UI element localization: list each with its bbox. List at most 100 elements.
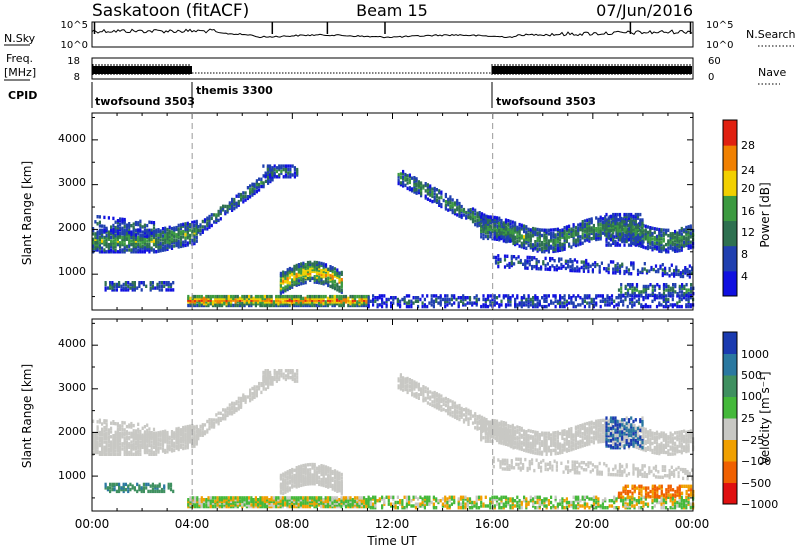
echo-cell: [143, 232, 146, 236]
echo-cell: [182, 434, 185, 438]
echo-cell: [134, 242, 137, 247]
echo-cell: [516, 236, 519, 240]
echo-cell: [96, 440, 99, 444]
echo-cell: [534, 303, 537, 307]
echo-cell: [658, 245, 661, 250]
echo-cell: [520, 297, 523, 302]
echo-cell: [583, 304, 586, 309]
echo-cell: [403, 297, 406, 302]
echo-cell: [105, 440, 108, 444]
echo-cell: [376, 296, 379, 300]
echo-cell: [139, 237, 142, 241]
echo-cell: [320, 296, 323, 301]
echo-cell: [554, 240, 557, 244]
echo-cell: [137, 228, 140, 232]
echo-cell: [480, 438, 483, 442]
echo-cell: [103, 445, 106, 449]
echo-cell: [671, 303, 674, 307]
echo-cell: [258, 184, 261, 189]
echo-cell: [462, 294, 465, 298]
echo-cell: [641, 267, 644, 271]
echo-cell: [576, 260, 579, 264]
echo-cell: [447, 410, 450, 414]
echo-cell: [121, 248, 124, 252]
echo-cell: [255, 394, 258, 398]
echo-cell: [669, 241, 672, 245]
echo-cell: [565, 232, 568, 236]
echo-cell: [287, 374, 290, 378]
echo-cell: [615, 228, 618, 232]
echo-cell: [408, 304, 411, 309]
echo-cell: [572, 223, 575, 227]
echo-cell: [313, 267, 316, 272]
echo-cell: [680, 297, 683, 302]
echo-cell: [484, 430, 487, 435]
echo-cell: [625, 221, 628, 226]
echo-cell: [112, 241, 115, 245]
echo-cell: [678, 240, 681, 244]
echo-cell: [612, 267, 615, 271]
echo-cell: [132, 227, 135, 232]
echo-cell: [302, 277, 305, 282]
echo-cell: [671, 237, 674, 241]
freq-tick-top: 18: [67, 56, 80, 67]
echo-cell: [116, 227, 119, 232]
echo-cell: [385, 299, 388, 303]
echo-cell: [676, 236, 679, 241]
echo-cell: [264, 175, 267, 179]
echo-cell: [486, 224, 490, 228]
echo-cell: [266, 370, 269, 375]
echo-cell: [469, 409, 472, 414]
echo-cell: [605, 268, 608, 273]
echo-cell: [137, 222, 140, 227]
echo-cell: [609, 223, 613, 228]
echo-cell: [155, 442, 158, 446]
echo-cell: [146, 436, 149, 441]
echo-cell: [498, 236, 501, 240]
echo-cell: [329, 275, 332, 280]
echo-cell: [489, 215, 492, 219]
echo-cell: [462, 420, 466, 424]
echo-cell: [222, 413, 225, 417]
echo-cell: [469, 411, 472, 415]
echo-cell: [614, 225, 617, 229]
echo-cell: [420, 188, 423, 192]
echo-cell: [512, 446, 515, 450]
echo-cell: [649, 240, 652, 244]
echo-cell: [514, 228, 517, 232]
echo-cell: [658, 229, 661, 234]
echo-cell: [630, 261, 633, 265]
echo-cell: [590, 237, 593, 241]
echo-cell: [254, 294, 257, 299]
echo-cell: [132, 222, 135, 226]
echo-cell: [295, 267, 298, 271]
echo-cell: [561, 228, 564, 232]
echo-cell: [202, 302, 206, 306]
echo-cell: [486, 437, 490, 442]
echo-cell: [137, 221, 140, 225]
echo-cell: [623, 227, 626, 231]
echo-cell: [210, 213, 213, 217]
echo-cell: [516, 227, 519, 231]
echo-cell: [484, 425, 487, 429]
echo-cell: [612, 234, 615, 238]
echo-cell: [676, 249, 679, 253]
echo-cell: [284, 175, 287, 179]
echo-cell: [476, 420, 479, 424]
echo-cell: [438, 200, 441, 204]
echo-cell: [669, 303, 672, 307]
echo-cell: [315, 294, 318, 299]
echo-cell: [458, 212, 461, 217]
echo-cell: [306, 271, 310, 275]
echo-cell: [655, 234, 659, 239]
echo-cell: [669, 235, 672, 240]
echo-cell: [480, 224, 483, 228]
echo-cell: [556, 232, 559, 237]
echo-cell: [431, 395, 434, 399]
echo-cell: [166, 242, 169, 246]
echo-cell: [527, 243, 530, 248]
echo-cell: [646, 239, 650, 243]
echo-cell: [241, 294, 244, 299]
echo-cell: [572, 237, 575, 241]
echo-cell: [626, 290, 630, 294]
